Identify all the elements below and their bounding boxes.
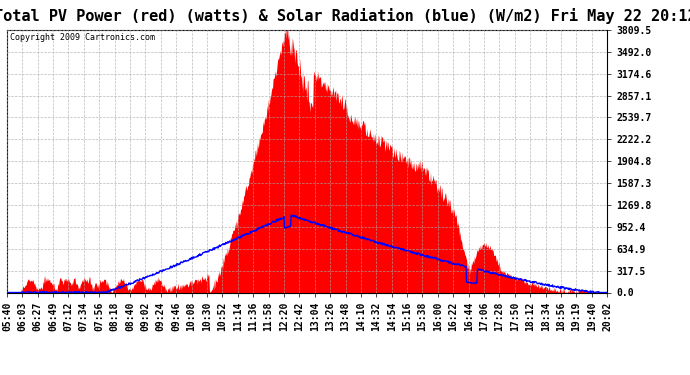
Text: Copyright 2009 Cartronics.com: Copyright 2009 Cartronics.com	[10, 33, 155, 42]
Text: Total PV Power (red) (watts) & Solar Radiation (blue) (W/m2) Fri May 22 20:12: Total PV Power (red) (watts) & Solar Rad…	[0, 8, 690, 24]
